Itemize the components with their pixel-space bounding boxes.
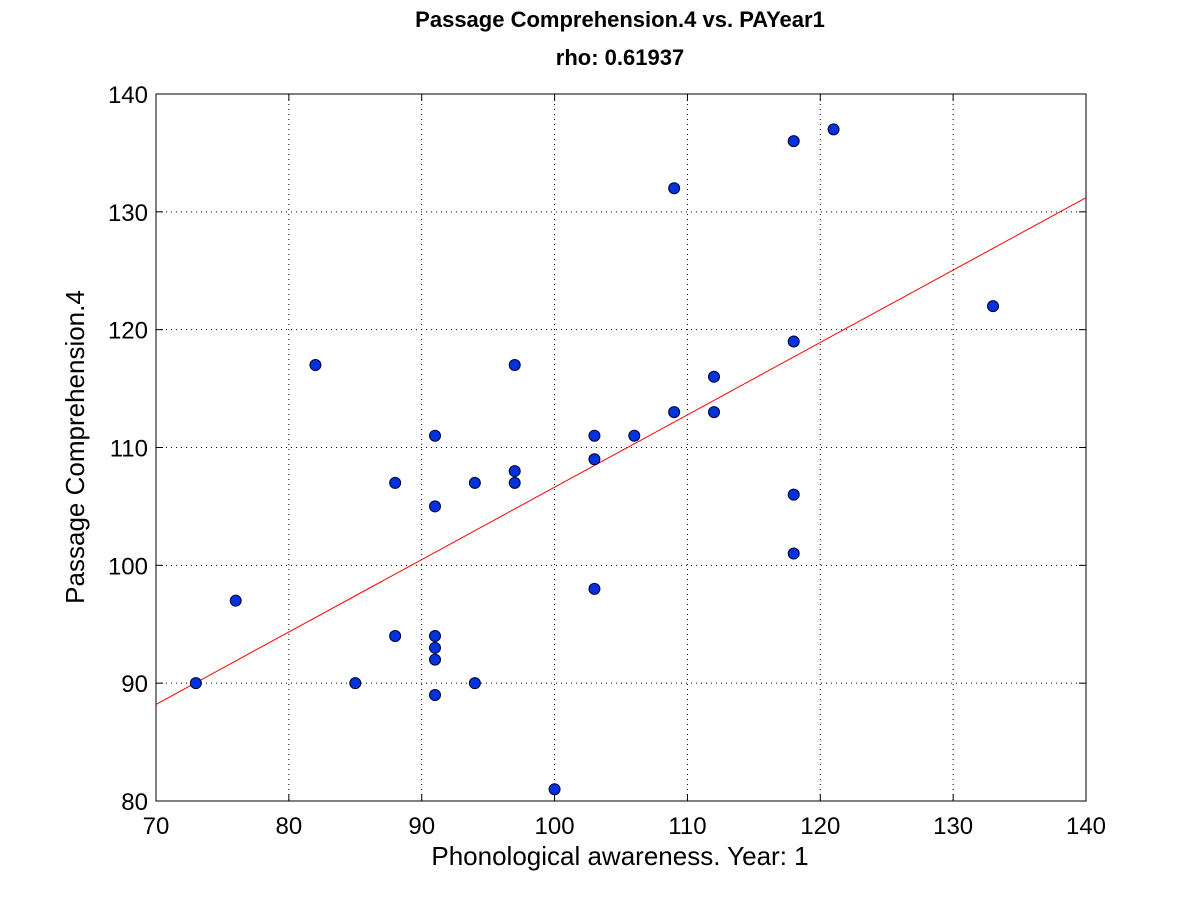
x-tick-label: 130 (933, 813, 973, 840)
scatter-point (389, 630, 402, 643)
scatter-point (827, 123, 840, 136)
x-axis-label: Phonological awareness. Year: 1 (431, 841, 808, 871)
y-tick-label: 90 (121, 671, 148, 698)
fit-line-group (155, 197, 1087, 705)
x-tick-label: 80 (276, 813, 303, 840)
scatter-point (588, 453, 601, 466)
scatter-point (628, 429, 641, 442)
x-tick-label: 140 (1066, 813, 1106, 840)
scatter-point (668, 182, 681, 195)
scatter-point (708, 406, 720, 419)
scatter-point (787, 135, 800, 148)
regression-fit-line (155, 197, 1087, 705)
scatter-point (429, 500, 441, 513)
scatter-point (468, 677, 481, 690)
scatter-point (588, 429, 601, 442)
x-tick-label: 70 (143, 813, 170, 840)
y-axis-ticks: 80 90 100 110 120 130 140 (108, 82, 1086, 816)
grid-lines (156, 94, 1086, 801)
scatter-point (429, 688, 441, 701)
scatter-point (987, 300, 999, 313)
y-tick-label: 120 (108, 318, 148, 345)
scatter-point (708, 370, 720, 383)
scatter-point (548, 783, 561, 796)
y-tick-label: 130 (108, 200, 148, 227)
data-points (189, 123, 999, 796)
scatter-point (787, 488, 800, 501)
x-tick-label: 120 (800, 813, 840, 840)
chart-subtitle: rho: 0.61937 (556, 45, 684, 70)
chart-title: Passage Comprehension.4 vs. PAYear1 (415, 7, 825, 32)
scatter-point (429, 653, 441, 666)
scatter-point (429, 429, 441, 442)
scatter-point (309, 359, 322, 372)
scatter-point (229, 594, 242, 607)
scatter-point (508, 465, 521, 478)
scatter-point (508, 476, 521, 489)
x-tick-label: 110 (668, 813, 706, 840)
y-tick-label: 80 (121, 789, 148, 816)
scatter-point (787, 547, 800, 560)
scatter-point (668, 406, 681, 419)
y-tick-label: 140 (108, 82, 148, 109)
scatter-point (468, 476, 481, 489)
scatter-point (787, 335, 800, 348)
scatter-point (588, 582, 601, 595)
scatter-point (189, 677, 202, 690)
y-tick-label: 100 (108, 553, 148, 580)
x-tick-label: 100 (535, 813, 575, 840)
y-axis-label: Passage Comprehension.4 (60, 290, 90, 604)
y-tick-label: 110 (110, 436, 148, 463)
x-axis-ticks: 70 80 90 100 110 120 130 140 (143, 94, 1106, 840)
scatter-point (389, 476, 402, 489)
scatter-point (429, 630, 441, 643)
scatter-point (508, 359, 521, 372)
scatter-point (429, 641, 441, 654)
scatter-point (349, 677, 362, 690)
x-tick-label: 90 (408, 813, 435, 840)
